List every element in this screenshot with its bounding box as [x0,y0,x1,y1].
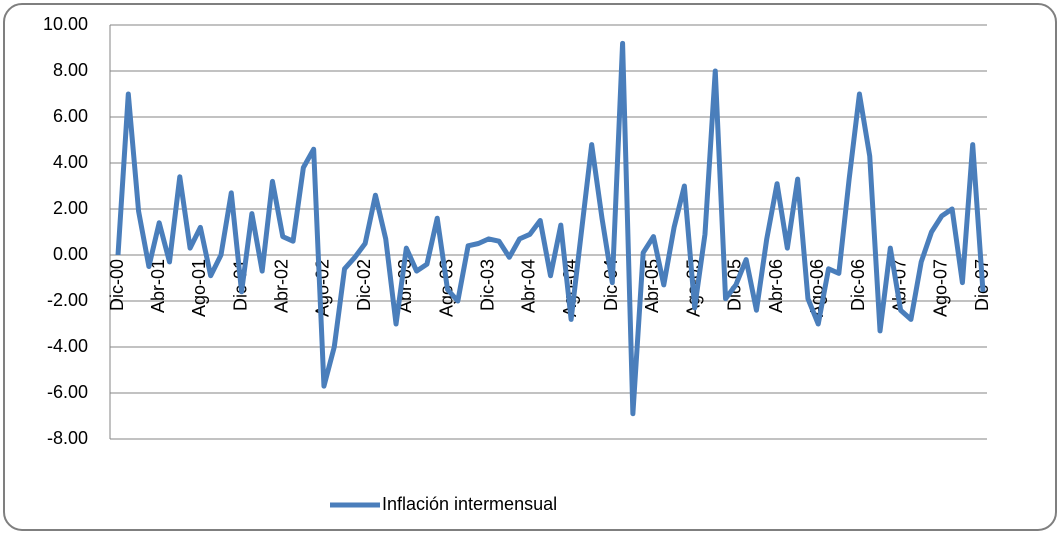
data-line [115,40,986,417]
y-tick-label: 0.00 [53,244,88,264]
chart-frame [3,3,1057,531]
x-tick-label: Abr-05 [642,259,662,313]
y-tick-label: 2.00 [53,198,88,218]
x-tick-label: Abr-06 [766,259,786,313]
y-tick-label: 4.00 [53,152,88,172]
y-tick-label: -6.00 [47,382,88,402]
y-tick-label: 8.00 [53,60,88,80]
y-tick-label: -4.00 [47,336,88,356]
y-tick-label: -2.00 [47,290,88,310]
x-tick-label: Ago-01 [189,259,209,317]
x-tick-label: Abr-04 [519,259,539,313]
x-tick-label: Dic-00 [107,259,127,311]
x-tick-label: Dic-06 [848,259,868,311]
x-tick-label: Ago-07 [931,259,951,317]
legend-label: Inflación intermensual [382,494,557,514]
y-tick-label: 6.00 [53,106,88,126]
x-tick-label: Abr-02 [272,259,292,313]
y-tick-label: 10.00 [43,14,88,34]
x-tick-label: Dic-02 [354,259,374,311]
x-tick-label: Dic-04 [601,259,621,311]
x-tick-label: Dic-03 [477,259,497,311]
y-tick-label: -8.00 [47,428,88,448]
x-tick-label: Abr-01 [148,259,168,313]
